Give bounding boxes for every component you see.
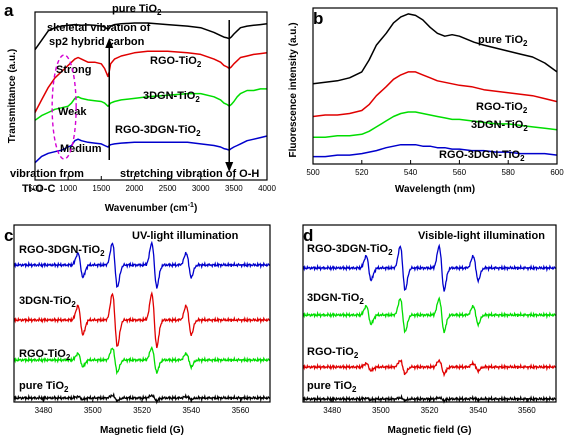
epr-d-label-3: pure TiO2 [307,380,357,394]
annotation-strong: Strong [56,64,91,76]
epr-d-label-1: 3DGN-TiO2 [307,292,364,306]
epr-c-label-2: RGO-TiO2 [19,348,71,362]
panel-a-ylabel: Transmittance (a.u.) [7,49,18,143]
panel-d-xlabel: Magnetic field (G) [388,425,472,436]
ftir-label-rgo3dgn: RGO-3DGN-TiO2 [115,124,201,138]
panel-a-axes [34,11,268,181]
annotation-vibration-1: vibration from [10,168,84,180]
panel-d-xtick-label: 3560 [518,406,536,415]
panel-c-xtick-label: 3500 [84,406,102,415]
stretching-arrow-head [225,162,234,172]
panel-c-xtick-label: 3560 [232,406,250,415]
panel-a-xtick-label: 1500 [92,184,110,193]
panel-b-xtick-label: 560 [453,168,467,177]
ftir-label-rgo: RGO-TiO2 [150,55,202,69]
panel-d-letter: d [303,226,313,245]
panel-a-xtick-label: 4000 [258,184,276,193]
panel-a-xtick-label: 2500 [159,184,177,193]
panel-c-title: UV-light illumination [132,230,239,242]
pl-label-pure: pure TiO2 [478,34,528,48]
panel-c-xtick-label: 3540 [182,406,200,415]
epr-d-label-0: RGO-3DGN-TiO2 [307,243,393,257]
panel-c-xtick-label: 3480 [35,406,53,415]
panel-a-xtick-label: 3500 [225,184,243,193]
panel-b-axes [312,7,558,165]
epr-d-line-1 [302,296,557,334]
epr-d-label-2: RGO-TiO2 [307,346,359,360]
panel-a-xtick-label: 1000 [59,184,77,193]
panel-a-xtick-label: 2000 [126,184,144,193]
panel-a-xlabel: Wavenumber (cm-1) [105,202,198,214]
panel-d-xtick-label: 3520 [421,406,439,415]
annotation-weak: Weak [58,106,87,118]
ftir-label-3dgn: 3DGN-TiO2 [143,90,200,104]
epr-d-line-0 [302,243,557,292]
epr-c-line-0 [13,240,271,289]
ftir-line-1 [34,50,268,113]
panel-b-xlabel: Wavelength (nm) [395,184,475,195]
annotation-medium: Medium [60,143,102,155]
panel-d-title: Visible-light illumination [418,230,545,242]
pl-line-0 [312,13,558,85]
panel-d-xtick-label: 3540 [469,406,487,415]
ftir-line-2 [34,88,267,121]
panel-b-xtick-label: 600 [550,168,564,177]
panel-a-xtick-label: 500 [28,184,42,193]
pl-line-1 [312,71,558,118]
epr-c-label-3: pure TiO2 [19,380,69,394]
panel-a-xtick-label: 3000 [192,184,210,193]
annotation-skeletal-2: sp2 hybrid carbon [49,36,145,48]
pl-label-rgo3dgn: RGO-3DGN-TiO2 [439,149,525,163]
panel-d-xtick-label: 3500 [372,406,390,415]
panel-c-xlabel: Magnetic field (G) [100,425,184,436]
panel-b-ylabel: Fluorescence intensity (a.u.) [288,22,299,157]
annotation-vibration-2: Ti-O-C [22,183,55,195]
panel-b-xtick-label: 500 [306,168,320,177]
skeletal-arrow-head [105,38,114,48]
panel-a-letter: a [4,1,14,20]
epr-c-line-1 [13,291,271,349]
panel-b-letter: b [313,9,323,28]
pl-label-3dgn: 3DGN-TiO2 [471,119,528,133]
ftir-line-0 [34,22,268,51]
panel-c-letter: c [4,226,13,245]
pl-line-2 [313,111,558,139]
panel-b-xtick-label: 580 [502,168,516,177]
epr-d-line-2 [302,358,557,378]
epr-c-label-0: RGO-3DGN-TiO2 [19,244,105,258]
pl-label-rgo: RGO-TiO2 [476,101,528,115]
epr-c-line-2 [13,346,271,376]
panel-b-xtick-label: 540 [404,168,418,177]
annotation-stretching: stretching vibration of O-H [120,168,259,180]
epr-c-label-1: 3DGN-TiO2 [19,295,76,309]
panel-b-xtick-label: 520 [355,168,369,177]
ti-o-c-highlight [51,54,77,160]
pl-line-3 [313,143,558,158]
panel-c-xtick-label: 3520 [133,406,151,415]
ftir-label-pure: pure TiO2 [112,3,162,17]
panel-d-xtick-label: 3480 [323,406,341,415]
annotation-skeletal-1: skeletal vibration of [47,22,151,34]
